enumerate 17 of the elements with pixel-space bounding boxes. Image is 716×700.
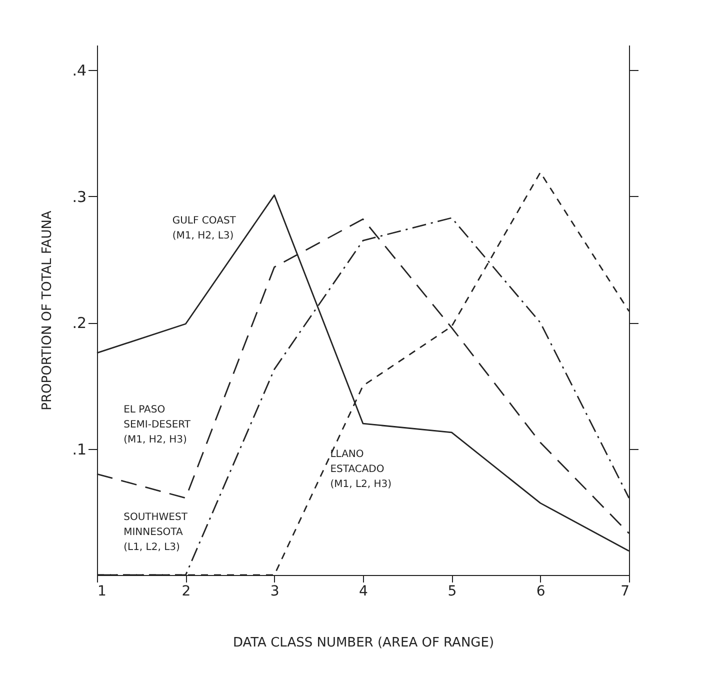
y-tick-label: .4: [72, 62, 86, 80]
x-tick-label: 4: [359, 584, 368, 600]
x-tick-label: 2: [182, 584, 191, 600]
x-axis-title: DATA CLASS NUMBER (AREA OF RANGE): [232, 636, 494, 650]
x-tick-label: 7: [620, 584, 630, 600]
series-label: GULF COAST (M1, H2, L3): [172, 215, 237, 242]
series-label: LLANO ESTACADO (M1, L2, H3): [330, 448, 392, 490]
x-tick-label: 5: [448, 584, 457, 600]
y-tick-label: .3: [72, 188, 86, 206]
x-tick-label: 1: [98, 584, 106, 600]
series-label: SOUTHWEST MINNESOTA (L1, L2, L3): [124, 512, 188, 553]
x-tick-label: 6: [536, 584, 546, 600]
y-tick-label: .1: [72, 440, 86, 458]
y-tick-label: .2: [72, 314, 86, 332]
x-tick-label: 3: [270, 584, 280, 600]
y-axis-title: PROPORTION OF TOTAL FAUNA: [40, 210, 56, 410]
series-label: EL PASO SEMI-DESERT (M1, H2, H3): [124, 404, 192, 446]
